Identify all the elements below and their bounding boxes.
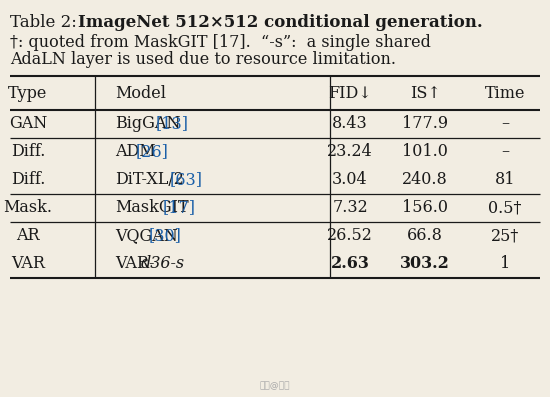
Text: 156.0: 156.0	[402, 200, 448, 216]
Text: Mask.: Mask.	[3, 200, 52, 216]
Text: 303.2: 303.2	[400, 256, 450, 272]
Text: 微博@元春: 微博@元春	[260, 381, 290, 390]
Text: 2.63: 2.63	[331, 256, 370, 272]
Text: Model: Model	[115, 85, 166, 102]
Text: 26.52: 26.52	[327, 227, 373, 245]
Text: [26]: [26]	[135, 143, 168, 160]
Text: MaskGIT: MaskGIT	[115, 200, 189, 216]
Text: DiT-XL/2: DiT-XL/2	[115, 172, 184, 189]
Text: [13]: [13]	[156, 116, 189, 133]
Text: 3.04: 3.04	[332, 172, 368, 189]
Text: IS↑: IS↑	[410, 85, 441, 102]
Text: GAN: GAN	[9, 116, 47, 133]
Text: d36-s: d36-s	[141, 256, 185, 272]
Text: 0.5†: 0.5†	[488, 200, 522, 216]
Text: [30]: [30]	[149, 227, 182, 245]
Text: Diff.: Diff.	[11, 172, 45, 189]
Text: 177.9: 177.9	[402, 116, 448, 133]
Text: FID↓: FID↓	[328, 85, 372, 102]
Text: 7.32: 7.32	[332, 200, 368, 216]
Text: VAR-: VAR-	[115, 256, 155, 272]
Text: Diff.: Diff.	[11, 143, 45, 160]
Text: 25†: 25†	[491, 227, 519, 245]
Text: ImageNet 512×512 conditional generation.: ImageNet 512×512 conditional generation.	[78, 14, 483, 31]
Text: Table 2:: Table 2:	[10, 14, 87, 31]
Text: AdaLN layer is used due to resource limitation.: AdaLN layer is used due to resource limi…	[10, 51, 396, 68]
Text: ADM: ADM	[115, 143, 156, 160]
Text: Type: Type	[8, 85, 48, 102]
Text: †: quoted from MaskGIT [17].  “-s”:  a single shared: †: quoted from MaskGIT [17]. “-s”: a sin…	[10, 34, 431, 51]
Text: VQGAN: VQGAN	[115, 227, 178, 245]
Text: AR: AR	[16, 227, 40, 245]
Text: 240.8: 240.8	[402, 172, 448, 189]
Text: [63]: [63]	[169, 172, 202, 189]
Text: 101.0: 101.0	[402, 143, 448, 160]
Text: 66.8: 66.8	[407, 227, 443, 245]
Text: 1: 1	[500, 256, 510, 272]
Text: –: –	[501, 116, 509, 133]
Text: [17]: [17]	[163, 200, 196, 216]
Text: VAR: VAR	[11, 256, 45, 272]
Text: 23.24: 23.24	[327, 143, 373, 160]
Text: BigGAN: BigGAN	[115, 116, 180, 133]
Text: 81: 81	[495, 172, 515, 189]
Text: Time: Time	[485, 85, 525, 102]
Text: –: –	[501, 143, 509, 160]
Text: 8.43: 8.43	[332, 116, 368, 133]
